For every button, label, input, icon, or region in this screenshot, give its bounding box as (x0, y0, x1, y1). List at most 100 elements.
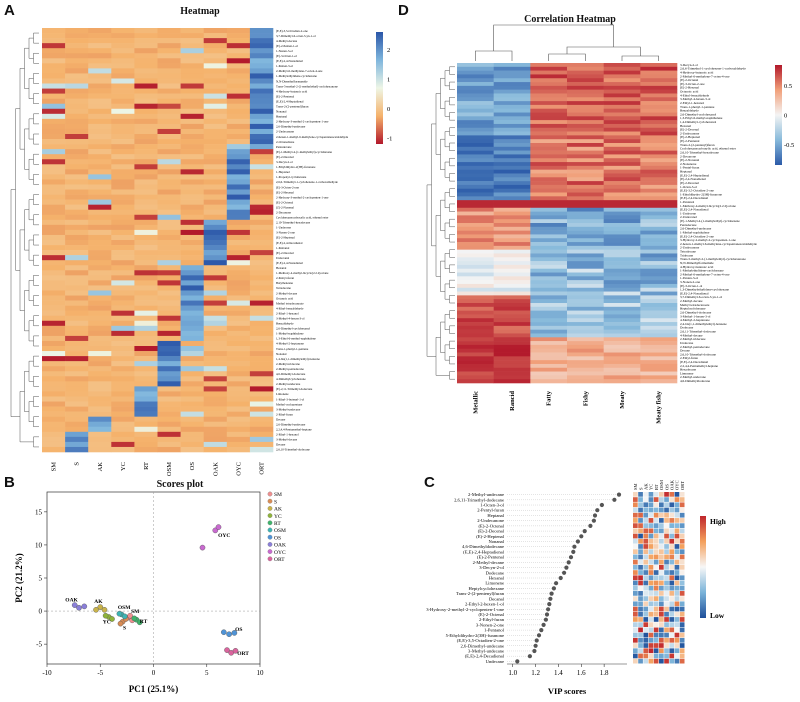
heatmap-a-cell (65, 240, 89, 246)
heatmap-a-cell (203, 330, 228, 337)
heatmap-d-row-label: Heptylcyclohexane (680, 307, 706, 311)
heatmap-a-cell (226, 340, 251, 347)
heatmap-a-cell (134, 103, 158, 110)
heatmap-a-cell (157, 366, 181, 372)
heatmap-d-cell (493, 257, 531, 262)
heatmap-a-cell (88, 199, 112, 205)
heatmap-d-cell (457, 127, 494, 132)
heatmap-a-cell (88, 371, 112, 377)
heatmap-a-cell (249, 396, 274, 402)
vip-heatmap-cell (664, 601, 669, 607)
heatmap-d-cell (567, 211, 604, 216)
heatmap-a-cell (65, 113, 89, 120)
heatmap-d-cell (457, 314, 494, 319)
heatmap-d-row-label: 2-Decanone (680, 154, 696, 158)
heatmap-d-cell (457, 158, 494, 163)
scores-point-os (226, 631, 232, 638)
vip-heatmap-cell (638, 596, 643, 601)
heatmap-d-cell (640, 196, 678, 201)
vip-x-tick-label: 1.0 (508, 669, 517, 677)
heatmap-d-cell (640, 329, 678, 334)
heatmap-a-cell (134, 194, 158, 200)
heatmap-a-cell (157, 78, 181, 84)
vip-heatmap-cell (674, 601, 680, 607)
heatmap-a-row-label: (E)-2-Decenal (276, 155, 294, 159)
heatmap-a-row-label: 2-Hydroxy-3-methyl-2-cyclopenten-1-one (276, 120, 329, 124)
heatmap-a-cell (65, 174, 89, 180)
vip-heatmap-cell (669, 528, 675, 534)
heatmap-d-cell (603, 85, 641, 90)
heatmap-a-cell (111, 169, 135, 175)
heatmap-d-cell (530, 78, 568, 83)
heatmap-d-cell (457, 139, 494, 144)
heatmap-a-cell (226, 154, 251, 160)
heatmap-a-cell (249, 159, 274, 165)
vip-heatmap-cell (653, 617, 659, 622)
heatmap-d-cell (567, 116, 604, 121)
heatmap-a-cell (203, 179, 228, 185)
heatmap-d-cell (493, 363, 531, 369)
heatmap-d-cell (457, 295, 494, 300)
heatmap-d-row-label: 2-Undecanol (680, 215, 697, 219)
heatmap-d-row-label: 4-Hydroxy-butanoic acid (680, 70, 714, 74)
scores-legend-label: SM (274, 492, 282, 498)
heatmap-a-cell (180, 113, 204, 120)
vip-heatmap-cell (674, 606, 680, 612)
heatmap-a-row-label: (E)-2,11-Trimethyl-dodecane (276, 387, 313, 392)
heatmap-a-cell (111, 421, 135, 428)
heatmap-a-cell (111, 315, 135, 322)
vip-compound-label: Dodecane (486, 570, 504, 575)
heatmap-a-cell (157, 411, 181, 417)
heatmap-a-cell (157, 285, 181, 291)
heatmap-d-cell (457, 82, 494, 87)
heatmap-a-cell (180, 204, 204, 211)
vip-point (547, 602, 552, 607)
heatmap-d-cell (640, 146, 678, 151)
heatmap-a-cell (42, 189, 66, 195)
heatmap-a-row-label: 4-Methyl-decane (276, 39, 298, 43)
heatmap-a-cell (134, 356, 158, 362)
heatmap-a-cell (226, 376, 251, 382)
vip-compound-label: 1-Octen-3-ol (480, 503, 504, 508)
heatmap-d-cell (530, 131, 568, 136)
vip-heatmap-cell (674, 627, 680, 633)
heatmap-a-cell (157, 123, 181, 130)
heatmap-a-cell (249, 78, 274, 84)
heatmap-a-cell (111, 179, 135, 185)
vip-heatmap-cell (638, 507, 643, 513)
vip-heatmap-cell (664, 591, 669, 596)
heatmap-a-col-label: AK (97, 462, 104, 472)
heatmap-d-cell (567, 70, 604, 75)
heatmap-a-row-label: 1,3-Ethyl-6-methyl-naphthalene (276, 337, 316, 342)
heatmap-d-cell (457, 283, 494, 289)
vip-heatmap-cell (648, 643, 654, 648)
heatmap-a-cell (203, 103, 228, 110)
heatmap-d-cell (493, 295, 531, 300)
heatmap-d-cell (567, 123, 604, 129)
heatmap-d-cell (603, 93, 641, 98)
heatmap-a-cell (180, 411, 204, 417)
heatmap-d-cell (493, 268, 531, 273)
heatmap-a-cell (203, 391, 228, 397)
scores-plot-y-tick-label: 5 (39, 575, 43, 583)
vip-heatmap-cell (659, 492, 664, 497)
heatmap-a-cell (42, 134, 66, 140)
heatmap-a-cell (134, 93, 158, 99)
heatmap-d-cell (457, 291, 494, 296)
heatmap-d-cell (640, 219, 678, 224)
heatmap-a-cell (226, 58, 251, 64)
vip-heatmap-cell (653, 632, 659, 638)
heatmap-d-cell (493, 63, 531, 68)
heatmap-d-cell (457, 101, 494, 106)
vip-heatmap-cell (669, 611, 675, 617)
scores-point-label: YC (103, 619, 111, 625)
heatmap-d-cell (640, 200, 678, 205)
heatmap-d-cell (567, 249, 604, 254)
heatmap-a-cell (111, 214, 135, 221)
heatmap-a-cell (134, 325, 158, 332)
vip-heatmap-cell (638, 549, 643, 555)
heatmap-d-cell (493, 356, 531, 361)
heatmap-a-row-label: 2-Methyl-decane (276, 291, 298, 295)
heatmap-a-cell (157, 346, 181, 352)
heatmap-a-cell (249, 123, 274, 130)
